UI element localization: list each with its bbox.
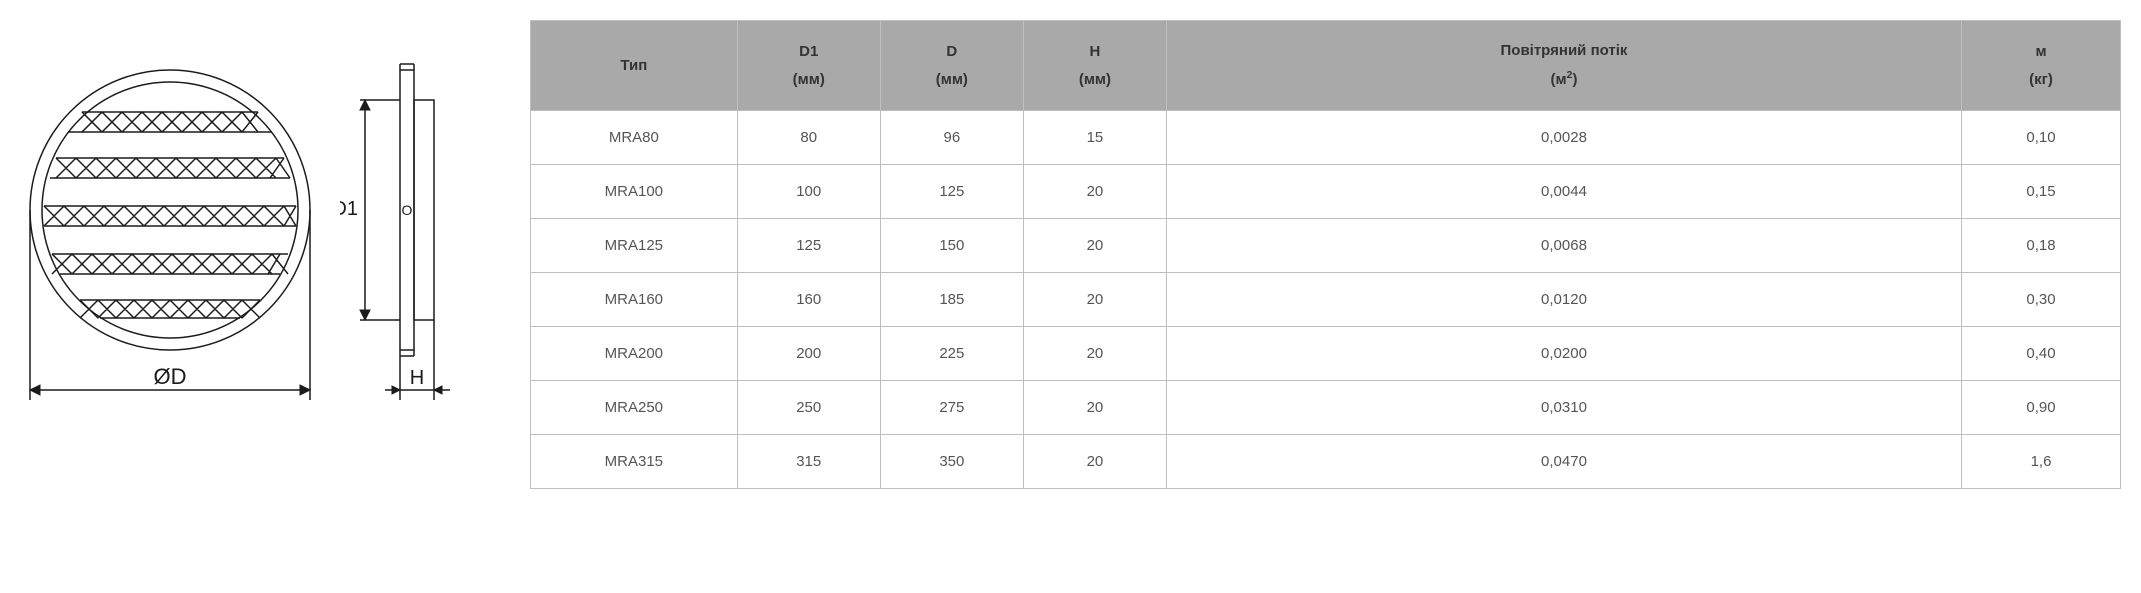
table-header-cell: D(мм): [880, 21, 1023, 111]
table-cell: 0,0068: [1166, 219, 1961, 273]
side-view: O ØD1 H: [340, 40, 470, 440]
table-cell: 100: [737, 165, 880, 219]
table-header-cell: Тип: [531, 21, 738, 111]
spec-table-block: ТипD1(мм)D(мм)H(мм)Повітряний потік(м2)м…: [530, 20, 2121, 489]
table-cell: 150: [880, 219, 1023, 273]
table-row: MRA315315350200,04701,6: [531, 435, 2121, 489]
table-header-cell: H(мм): [1023, 21, 1166, 111]
table-cell: 96: [880, 111, 1023, 165]
table-cell: 225: [880, 327, 1023, 381]
table-header-cell: Повітряний потік(м2): [1166, 21, 1961, 111]
table-cell: 0,40: [1961, 327, 2120, 381]
table-cell: 0,90: [1961, 381, 2120, 435]
table-cell: 0,0028: [1166, 111, 1961, 165]
table-cell: 0,0470: [1166, 435, 1961, 489]
table-cell: MRA315: [531, 435, 738, 489]
table-cell: 0,0310: [1166, 381, 1961, 435]
center-mark: O: [402, 202, 413, 218]
table-cell: 20: [1023, 327, 1166, 381]
table-header-cell: D1(мм): [737, 21, 880, 111]
table-cell: 200: [737, 327, 880, 381]
table-cell: 0,15: [1961, 165, 2120, 219]
dim-label-d1: ØD1: [340, 198, 358, 220]
table-cell: 315: [737, 435, 880, 489]
dim-label-h: H: [410, 367, 424, 389]
table-cell: 15: [1023, 111, 1166, 165]
technical-diagram: ØD O: [20, 20, 470, 440]
table-cell: 20: [1023, 435, 1166, 489]
table-cell: 0,0120: [1166, 273, 1961, 327]
side-view-svg: O ØD1 H: [340, 40, 470, 440]
table-row: MRA200200225200,02000,40: [531, 327, 2121, 381]
table-cell: MRA250: [531, 381, 738, 435]
table-cell: MRA100: [531, 165, 738, 219]
table-cell: 350: [880, 435, 1023, 489]
table-row: MRA100100125200,00440,15: [531, 165, 2121, 219]
table-cell: 125: [880, 165, 1023, 219]
table-row: MRA125125150200,00680,18: [531, 219, 2121, 273]
table-cell: 160: [737, 273, 880, 327]
table-cell: 80: [737, 111, 880, 165]
table-cell: MRA160: [531, 273, 738, 327]
table-cell: 1,6: [1961, 435, 2120, 489]
table-cell: 0,0044: [1166, 165, 1961, 219]
table-cell: 185: [880, 273, 1023, 327]
table-cell: 0,0200: [1166, 327, 1961, 381]
table-cell: 20: [1023, 273, 1166, 327]
table-cell: 275: [880, 381, 1023, 435]
table-cell: 250: [737, 381, 880, 435]
table-cell: 20: [1023, 219, 1166, 273]
table-header-row: ТипD1(мм)D(мм)H(мм)Повітряний потік(м2)м…: [531, 21, 2121, 111]
dim-label-d: ØD: [154, 364, 187, 389]
table-row: MRA250250275200,03100,90: [531, 381, 2121, 435]
table-cell: MRA200: [531, 327, 738, 381]
table-cell: 0,18: [1961, 219, 2120, 273]
table-cell: MRA80: [531, 111, 738, 165]
table-row: MRA808096150,00280,10: [531, 111, 2121, 165]
front-view-svg: ØD: [20, 40, 320, 440]
table-header-cell: м(кг): [1961, 21, 2120, 111]
table-row: MRA160160185200,01200,30: [531, 273, 2121, 327]
table-cell: 0,30: [1961, 273, 2120, 327]
front-view: ØD: [20, 40, 320, 440]
table-cell: 20: [1023, 381, 1166, 435]
table-cell: 0,10: [1961, 111, 2120, 165]
table-cell: 125: [737, 219, 880, 273]
table-cell: MRA125: [531, 219, 738, 273]
table-cell: 20: [1023, 165, 1166, 219]
spec-table: ТипD1(мм)D(мм)H(мм)Повітряний потік(м2)м…: [530, 20, 2121, 489]
